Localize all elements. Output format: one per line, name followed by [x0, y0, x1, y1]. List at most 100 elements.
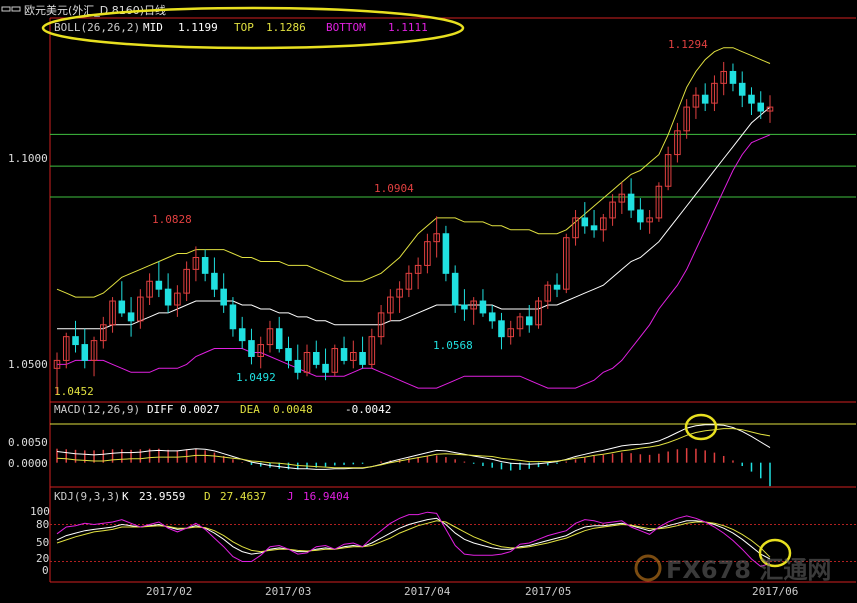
macd-legend: MACD(12,26,9) DIFF 0.0027 DEA 0.0048 -0.…	[54, 403, 391, 416]
candle-body	[72, 336, 79, 346]
macd-dea-value: 0.0048	[273, 403, 313, 416]
chart-menu-icon[interactable]	[1, 6, 21, 12]
candle-body	[118, 300, 126, 314]
macd-title: MACD(12,26,9)	[54, 403, 140, 416]
main-y-tick: 1.1000	[8, 152, 48, 165]
x-tick: 2017/04	[404, 585, 451, 598]
kdj-j-label: J	[287, 490, 294, 503]
kdj-j-value: 16.9404	[303, 490, 350, 503]
candle-down	[442, 225, 450, 282]
candle-body	[498, 320, 505, 338]
candle-down	[229, 297, 237, 337]
candle-body	[62, 336, 70, 361]
candle-body	[461, 304, 468, 310]
candle-down	[275, 316, 283, 353]
candle-up	[516, 312, 524, 337]
candle-body	[396, 288, 403, 298]
candle-down	[285, 336, 292, 369]
candle-body	[600, 217, 607, 231]
candle-up	[396, 281, 403, 313]
candle-down	[211, 257, 218, 298]
candle-body	[424, 241, 431, 266]
kdj-d-line	[56, 520, 771, 558]
candle-up	[183, 261, 190, 302]
watermark-logo: FX678 汇通网	[634, 554, 831, 584]
candle-up	[600, 213, 607, 242]
candle-up	[655, 182, 663, 222]
candle-down	[72, 320, 79, 353]
boll-top-line	[56, 47, 771, 298]
candle-body	[618, 193, 626, 203]
macd-dea-line	[56, 428, 771, 469]
candle-down	[701, 83, 709, 112]
candle-body	[81, 344, 89, 361]
x-tick: 2017/05	[525, 585, 571, 598]
candle-up	[53, 352, 61, 395]
boll-bottom-line	[57, 134, 771, 389]
candle-up	[664, 146, 672, 191]
candle-up	[618, 182, 626, 214]
candle-body	[711, 82, 718, 104]
candle-body	[414, 264, 422, 274]
candle-body	[192, 257, 200, 270]
candle-body	[553, 284, 561, 290]
boll-legend-highlight-ellipse	[41, 6, 465, 50]
kdj-y-tick: 80	[36, 518, 49, 531]
candle-body	[137, 296, 144, 322]
candle-body	[387, 296, 394, 314]
candle-up	[377, 305, 385, 345]
candle-up	[257, 336, 264, 369]
candle-body	[238, 328, 246, 342]
candle-up	[350, 340, 357, 369]
candle-down	[553, 273, 561, 298]
candle-body	[692, 94, 700, 108]
candle-down	[479, 289, 487, 317]
main-y-axis: 1.1000 1.0500	[8, 152, 48, 371]
candle-down	[312, 340, 320, 369]
candle-body	[664, 154, 672, 187]
candle-body	[405, 272, 413, 290]
candle-up	[535, 297, 542, 329]
x-tick: 2017/03	[265, 585, 311, 598]
candle-body	[674, 130, 681, 156]
candle-down	[738, 71, 746, 108]
macd-plot	[50, 423, 856, 487]
candle-up	[387, 289, 394, 321]
kdj-k-label: K	[122, 490, 129, 503]
candle-up	[137, 289, 144, 329]
macd-diff-line	[56, 424, 771, 470]
candle-body	[146, 280, 153, 298]
candle-body	[516, 316, 524, 330]
candle-down	[164, 273, 172, 313]
kdj-j-line	[56, 511, 771, 567]
kdj-k-value: 23.9559	[139, 490, 185, 503]
candle-down	[498, 312, 505, 350]
candle-down	[340, 336, 348, 365]
candle-body	[285, 348, 292, 361]
candle-down	[127, 297, 135, 337]
candle-up	[405, 265, 413, 298]
candle-body	[627, 193, 635, 211]
candle-body	[646, 217, 653, 223]
boll-title: BOLL(26,26,2)	[54, 21, 140, 34]
candle-body	[322, 363, 329, 373]
kdj-k-line	[56, 517, 771, 560]
boll-bottom-value: 1.1111	[388, 21, 428, 34]
watermark-swirl-icon	[634, 554, 662, 582]
candle-body	[757, 102, 765, 112]
candle-up	[609, 194, 616, 226]
candle-up	[368, 328, 376, 369]
candle-body	[266, 328, 274, 346]
kdj-plot	[50, 511, 856, 567]
candle-body	[350, 352, 357, 361]
candle-down	[729, 63, 737, 92]
candle-body	[220, 288, 227, 306]
candle-body	[766, 106, 774, 112]
candle-down	[590, 210, 598, 238]
candle-body	[581, 217, 589, 227]
annotation-high: 1.0904	[374, 182, 414, 195]
candle-up	[109, 297, 116, 333]
annotation-start: 1.0452	[54, 385, 94, 398]
candle-up	[470, 297, 477, 325]
